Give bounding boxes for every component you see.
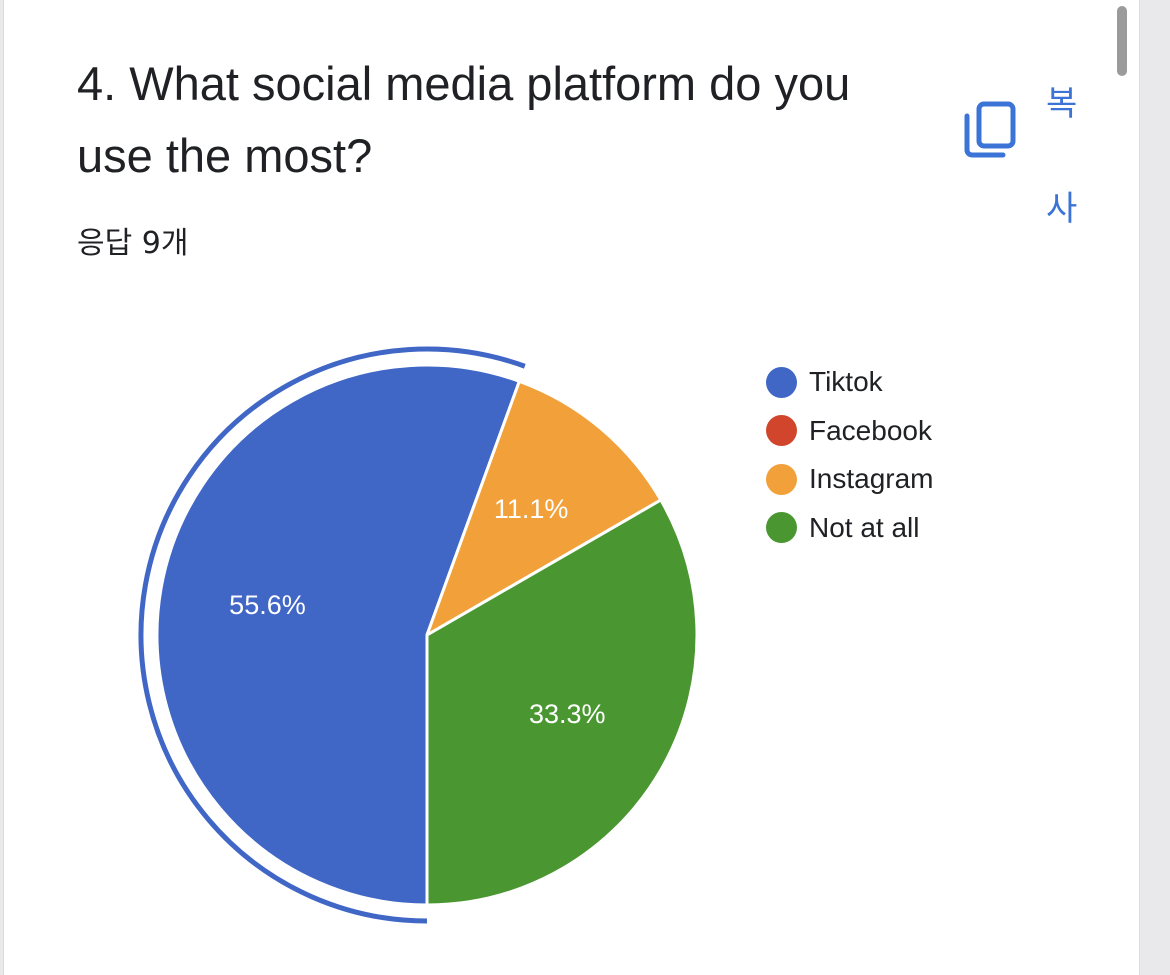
pie-label-not-at-all: 33.3% bbox=[529, 699, 606, 729]
legend-label: Tiktok bbox=[809, 366, 883, 398]
copy-button[interactable]: 복사 bbox=[954, 50, 1104, 229]
pie-label-instagram: 11.1% bbox=[494, 494, 569, 524]
response-count: 응답 9개 bbox=[77, 226, 189, 261]
legend-swatch bbox=[766, 463, 797, 495]
chart-legend: Tiktok Facebook Instagram Not at all bbox=[766, 358, 934, 552]
pie-chart: 55.6% 11.1% 33.3% bbox=[138, 346, 699, 924]
legend-item-tiktok[interactable]: Tiktok bbox=[766, 358, 934, 407]
legend-item-not-at-all[interactable]: Not at all bbox=[766, 504, 934, 553]
legend-label: Not at all bbox=[809, 511, 920, 543]
legend-swatch bbox=[766, 366, 797, 398]
legend-swatch bbox=[766, 415, 797, 447]
pie-label-tiktok: 55.6% bbox=[229, 590, 306, 620]
pie-slice-instagram[interactable] bbox=[425, 379, 663, 637]
legend-label: Instagram bbox=[809, 463, 934, 495]
copy-icon bbox=[964, 101, 1016, 158]
question-title: 4. What social media platform do you use… bbox=[77, 57, 851, 182]
pie-slice-tiktok[interactable] bbox=[155, 363, 521, 907]
scrollbar-thumb[interactable] bbox=[1117, 6, 1127, 76]
question-card: 4. What social media platform do you use… bbox=[3, 0, 1140, 975]
legend-item-facebook[interactable]: Facebook bbox=[766, 407, 934, 456]
pie-highlight-ring bbox=[138, 346, 526, 924]
copy-button-label: 복사 bbox=[1046, 84, 1078, 229]
legend-item-instagram[interactable]: Instagram bbox=[766, 455, 934, 504]
pie-slice-not-at-all[interactable] bbox=[425, 498, 699, 907]
legend-swatch bbox=[766, 512, 797, 544]
legend-label: Facebook bbox=[809, 414, 932, 446]
